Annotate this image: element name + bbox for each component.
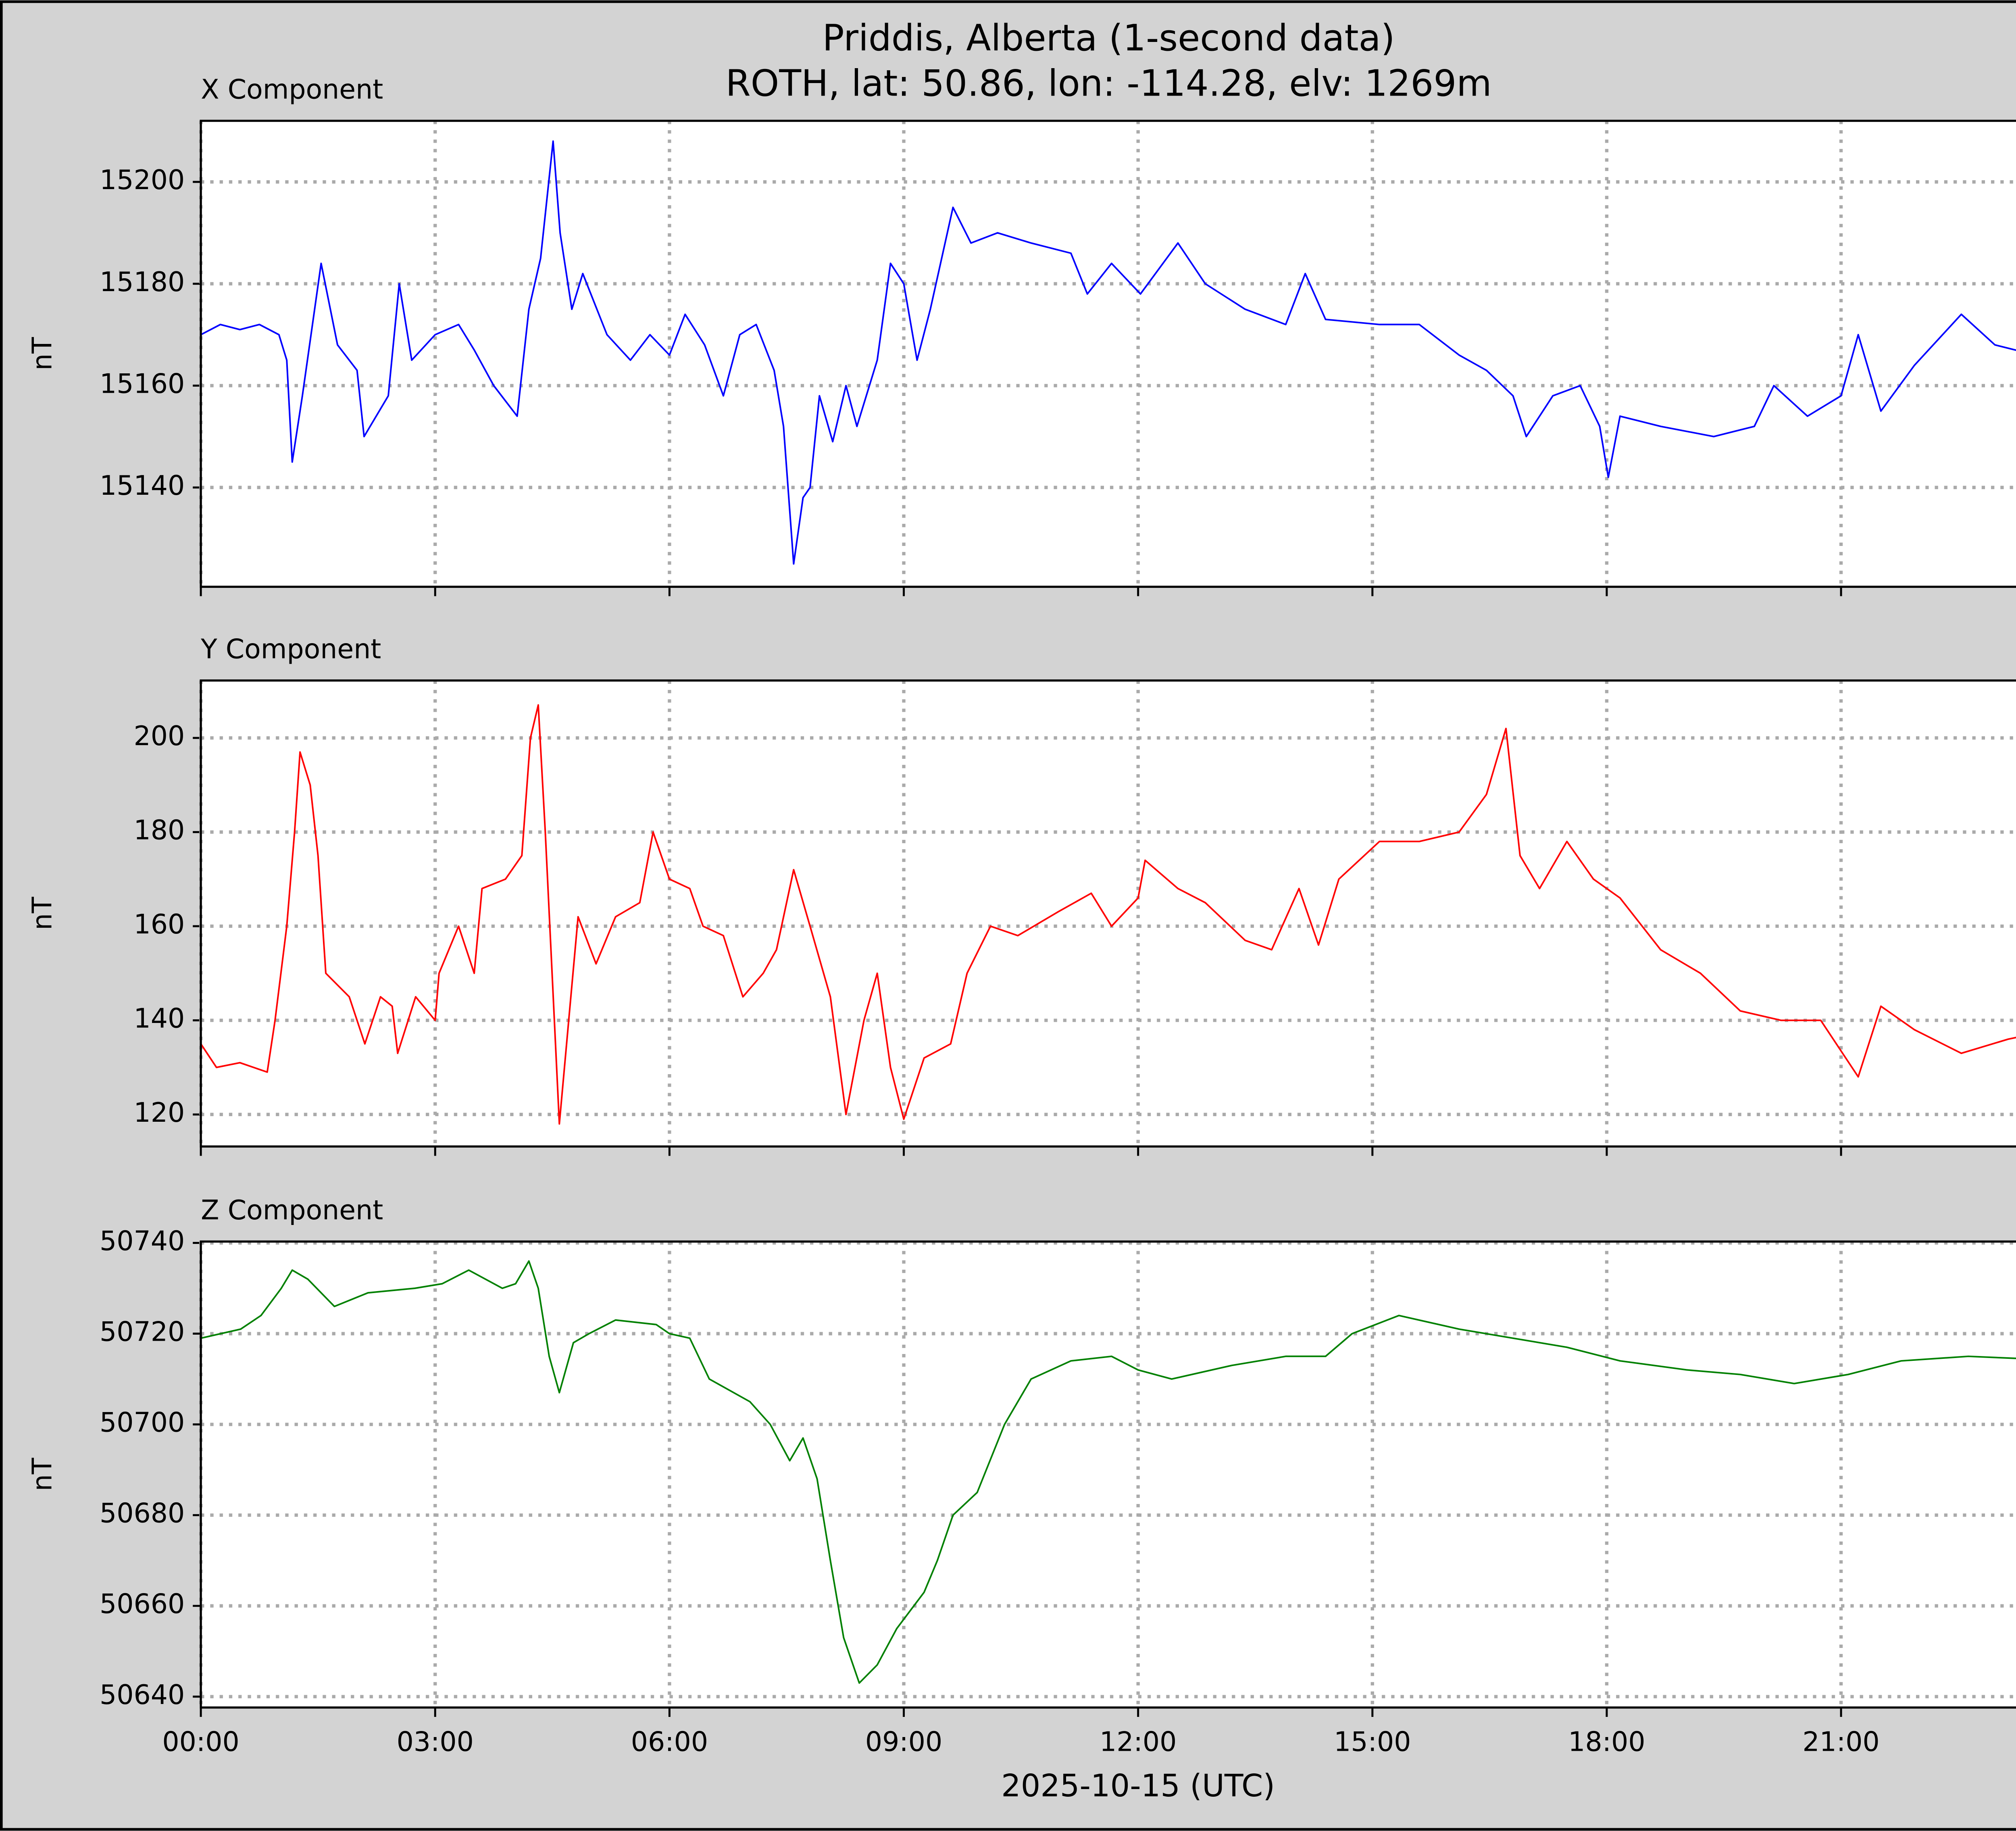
x-tick-label: 06:00 [631, 1726, 708, 1757]
y-tick-label: 50660 [100, 1588, 185, 1620]
data-line [200, 704, 2016, 1125]
y-tick-label: 50640 [100, 1679, 185, 1710]
y-axis-label: nT [27, 897, 58, 930]
data-line [200, 140, 2016, 565]
y-tick-label: 15160 [100, 368, 185, 399]
y-tick-label: 15140 [100, 470, 185, 501]
y-tick-label: 120 [134, 1097, 185, 1128]
x-tick-label: 21:00 [1802, 1726, 1879, 1757]
y-tick-label: 50740 [100, 1225, 185, 1257]
x-tick-label: 15:00 [1334, 1726, 1411, 1757]
y-axis-label: nT [27, 337, 58, 371]
data-line [200, 1260, 2016, 1684]
x-tick-label: 18:00 [1568, 1726, 1645, 1757]
plot-area [201, 680, 2016, 1147]
panel-title: Y Component [200, 633, 381, 665]
x-tick-label: 12:00 [1100, 1726, 1177, 1757]
y-tick-label: 50700 [100, 1407, 185, 1438]
x-axis-label: 2025-10-15 (UTC) [1001, 1768, 1275, 1804]
y-tick-label: 15200 [100, 164, 185, 196]
plot-frame [200, 119, 2016, 588]
plot-frame [200, 1240, 2016, 1709]
x-tick-label: 00:00 [162, 1726, 239, 1757]
y-tick-label: 200 [134, 720, 185, 752]
figure-subtitle: ROTH, lat: 50.86, lon: -114.28, elv: 126… [726, 63, 1492, 105]
plot-frame [200, 679, 2016, 1148]
y-axis-label: nT [27, 1458, 58, 1491]
x-tick-label: 03:00 [397, 1726, 474, 1757]
y-tick-label: 140 [134, 1003, 185, 1034]
plot-area [201, 121, 2016, 587]
figure-title: Priddis, Alberta (1-second data) [823, 17, 1395, 59]
y-tick-label: 50720 [100, 1316, 185, 1348]
y-tick-label: 50680 [100, 1498, 185, 1529]
y-tick-label: 180 [134, 814, 185, 846]
panel-title: Z Component [201, 1194, 383, 1226]
plot-area [201, 1241, 2016, 1708]
y-tick-label: 15180 [100, 266, 185, 298]
y-tick-label: 160 [134, 908, 185, 940]
x-tick-label: 09:00 [865, 1726, 942, 1757]
panel-title: X Component [201, 74, 383, 105]
